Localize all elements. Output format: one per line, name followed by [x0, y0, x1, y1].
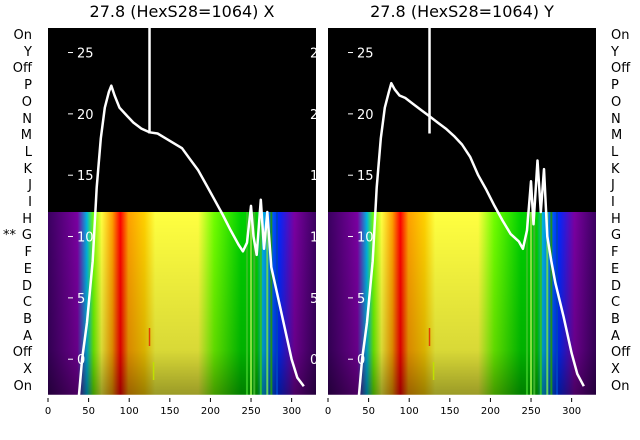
- x-tick-label: 50: [362, 406, 375, 417]
- row-label-right: J: [611, 178, 615, 194]
- row-label-left: N: [22, 111, 32, 127]
- row-label-left: G: [21, 228, 32, 244]
- row-label-right: Off: [611, 61, 631, 77]
- y-tick-label: 20: [310, 108, 327, 123]
- row-label-right: M: [611, 128, 623, 144]
- row-label-left: L: [24, 144, 32, 160]
- x-tick-label: 150: [160, 406, 179, 417]
- y-tick-label: 5: [357, 292, 365, 307]
- row-label-right: O: [611, 94, 622, 110]
- x-tick-label: 250: [241, 406, 260, 417]
- black-region: [48, 28, 316, 212]
- row-label-right: D: [611, 278, 622, 294]
- x-tick-label: 250: [521, 406, 540, 417]
- row-label-left: On: [13, 28, 32, 43]
- row-label-right: P: [611, 78, 619, 94]
- row-label-left: O: [21, 94, 32, 110]
- row-label-right: C: [611, 295, 621, 311]
- black-region: [328, 28, 596, 212]
- row-label-left: I: [28, 195, 32, 210]
- y-tick-label: 10: [77, 231, 94, 246]
- row-label-left: A: [23, 328, 32, 344]
- data-curve: [357, 81, 585, 397]
- x-tick-label: 50: [82, 406, 95, 417]
- y-tick-label: 25: [357, 47, 374, 62]
- y-tick-label: 25: [310, 47, 327, 62]
- x-tick-label: 300: [562, 406, 581, 417]
- x-tick-label: 300: [282, 406, 301, 417]
- row-label-left: M: [20, 128, 32, 144]
- row-label-right: E: [611, 261, 620, 277]
- row-label-left: F: [24, 245, 32, 261]
- x-tick-label: 200: [201, 406, 220, 417]
- row-label-right: On: [611, 28, 630, 43]
- y-tick-label: 20: [357, 108, 374, 123]
- row-label-right: L: [611, 144, 619, 160]
- row-label-left: Off: [12, 345, 32, 361]
- y-tick-label: 10: [310, 231, 327, 246]
- row-label-right: K: [611, 161, 620, 177]
- row-label-right: X: [611, 362, 620, 377]
- x-tick-label: 0: [45, 406, 51, 417]
- row-label-left: B: [23, 311, 32, 327]
- row-label-left: E: [23, 261, 32, 277]
- y-tick-label: 5: [310, 292, 318, 307]
- y-tick-label: 25: [77, 47, 94, 62]
- y-tick-label: 20: [77, 108, 94, 123]
- row-label-left: X: [23, 362, 32, 377]
- y-tick-label: 0: [310, 353, 318, 368]
- row-label-right: A: [611, 328, 620, 344]
- data-curve: [77, 84, 305, 397]
- row-marker: **: [3, 228, 16, 244]
- row-label-right: I: [611, 195, 615, 210]
- left-panel-title: 27.8 (HexS28=1064) X: [89, 2, 275, 21]
- y-tick-label: 5: [77, 292, 85, 307]
- row-label-left: Off: [12, 61, 32, 77]
- row-label-right: Off: [611, 345, 631, 361]
- x-tick-label: 150: [440, 406, 459, 417]
- y-tick-label: 15: [77, 169, 94, 184]
- row-label-left: K: [23, 161, 32, 177]
- y-tick-label: 15: [310, 169, 327, 184]
- row-label-right: Y: [611, 44, 619, 60]
- row-label-left: P: [24, 78, 32, 94]
- right-panel-title: 27.8 (HexS28=1064) Y: [370, 2, 554, 21]
- x-tick-label: 200: [481, 406, 500, 417]
- row-label-left: On: [13, 378, 32, 394]
- row-label-left: H: [22, 211, 32, 227]
- row-label-right: G: [611, 228, 622, 244]
- x-tick-label: 100: [400, 406, 419, 417]
- x-tick-label: 0: [325, 406, 331, 417]
- row-label-left: Y: [24, 44, 32, 60]
- row-label-left: C: [22, 295, 32, 311]
- x-tick-label: 100: [120, 406, 139, 417]
- y-tick-label: 15: [357, 169, 374, 184]
- row-label-right: F: [611, 245, 619, 261]
- row-label-left: D: [21, 278, 32, 294]
- row-label-right: B: [611, 311, 620, 327]
- row-label-right: On: [611, 378, 630, 394]
- y-tick-label: 10: [357, 231, 374, 246]
- row-label-left: J: [28, 178, 32, 194]
- row-label-right: N: [611, 111, 621, 127]
- row-label-right: H: [611, 211, 621, 227]
